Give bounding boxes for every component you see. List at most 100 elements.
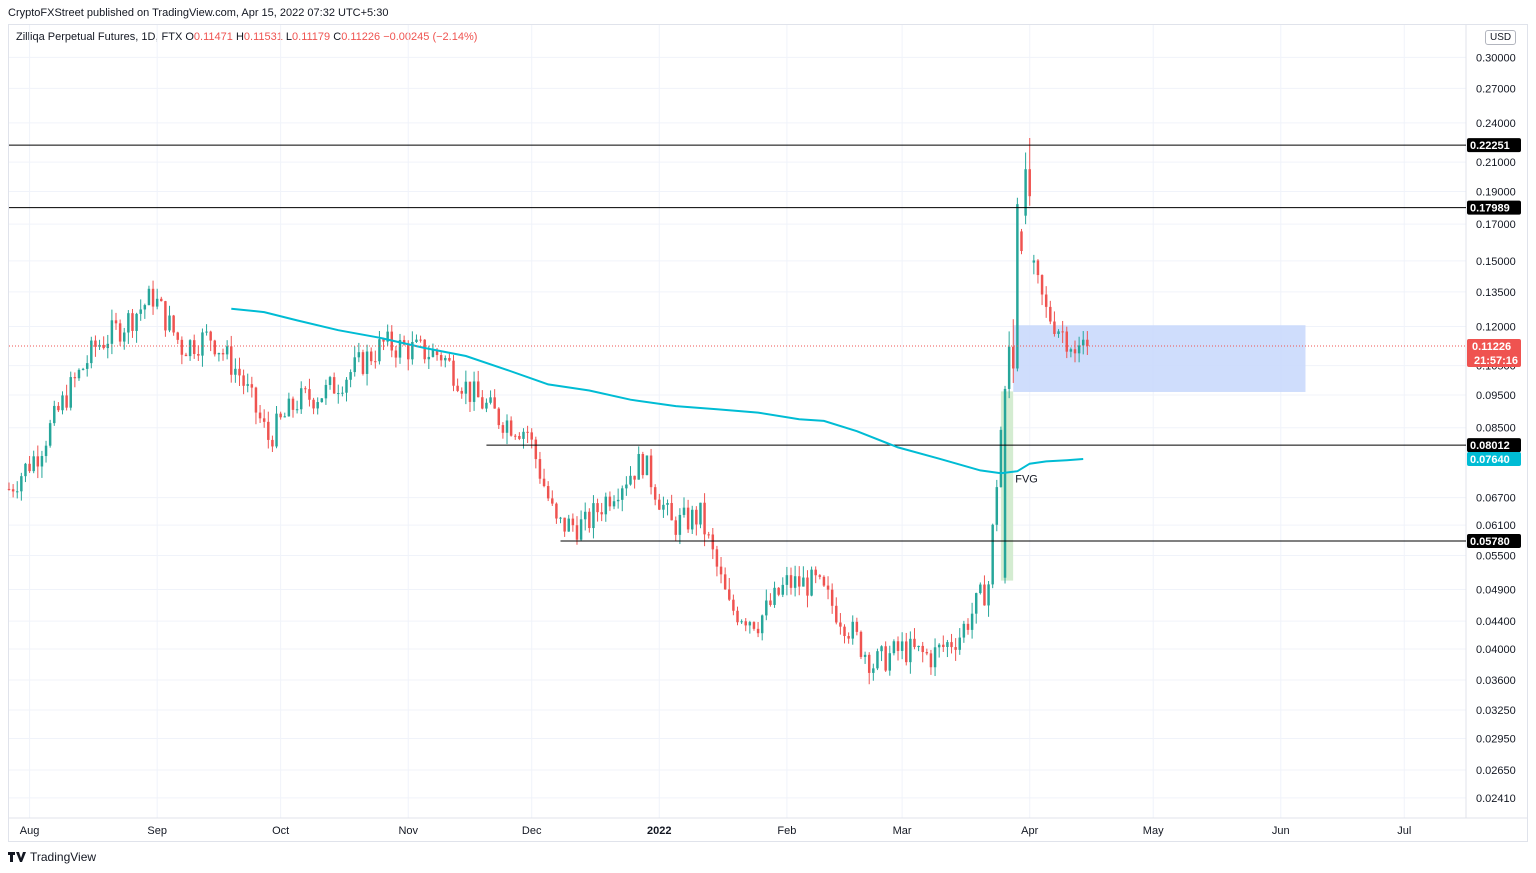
candle-body	[254, 387, 258, 413]
price-tick-label: 0.19000	[1476, 187, 1516, 199]
price-tick-label: 0.03250	[1476, 705, 1516, 717]
candle-body	[633, 475, 636, 480]
level-price-tag	[1467, 438, 1521, 453]
candle-body	[316, 402, 319, 409]
candle-body	[567, 518, 570, 532]
candle-body	[32, 456, 35, 472]
candle-body	[728, 589, 731, 600]
candle-body	[600, 512, 603, 515]
level-price-tag	[1467, 138, 1521, 153]
candle-body	[781, 584, 785, 595]
candle-body	[526, 431, 529, 433]
candle-body	[900, 641, 904, 651]
candle-body	[818, 575, 822, 577]
candle-body	[304, 388, 307, 390]
price-tick-label: 0.02650	[1476, 765, 1516, 777]
level-price-label: 0.05780	[1470, 536, 1510, 548]
candle-body	[184, 354, 188, 357]
candle-body	[760, 615, 764, 634]
candle-body	[826, 585, 830, 590]
currency-button[interactable]: USD	[1485, 30, 1517, 45]
candle-body	[744, 621, 747, 626]
time-tick-label: Jul	[1397, 825, 1411, 837]
candle-body	[242, 375, 245, 386]
candle-body	[110, 320, 114, 344]
candle-body	[909, 638, 912, 663]
candle-body	[629, 475, 632, 485]
candle-body	[793, 576, 797, 588]
candle-body	[476, 381, 480, 398]
candle-body	[258, 412, 262, 419]
candle-body	[579, 519, 583, 540]
candle-body	[320, 398, 324, 403]
candle-body	[386, 331, 389, 342]
candle-body	[151, 288, 155, 307]
price-tick-label: 0.08500	[1476, 423, 1516, 435]
candle-body	[950, 642, 953, 648]
candle-body	[649, 455, 653, 488]
candle-body	[250, 384, 254, 388]
candle-body	[896, 641, 900, 651]
candle-body	[176, 332, 179, 340]
candle-body	[7, 488, 11, 490]
time-tick-label: Feb	[777, 825, 796, 837]
candle-body	[921, 645, 924, 653]
candle-body	[365, 351, 369, 374]
candle-body	[221, 353, 225, 355]
candle-body	[287, 398, 291, 417]
candle-body	[312, 399, 315, 409]
candle-body	[40, 456, 44, 467]
low-value: 0.11179	[292, 31, 331, 43]
time-tick-label: Mar	[893, 825, 912, 837]
candle-body	[1073, 349, 1077, 354]
candle-body	[324, 384, 328, 399]
price-tick-label: 0.05500	[1476, 551, 1516, 563]
time-tick-label: Apr	[1021, 825, 1038, 837]
open-value: 0.11471	[193, 31, 233, 43]
candle-body	[468, 381, 472, 402]
candle-body	[77, 369, 81, 379]
candle-body	[839, 622, 842, 627]
candle-body	[44, 445, 48, 457]
price-tick-label: 0.30000	[1476, 52, 1516, 64]
candle-body	[913, 638, 916, 648]
candle-body	[328, 377, 332, 385]
time-tick-label: Oct	[272, 825, 289, 837]
candle-body	[843, 626, 846, 637]
candle-body	[341, 392, 344, 394]
candle-body	[201, 332, 204, 356]
candle-body	[987, 584, 990, 606]
candle-body	[192, 340, 196, 355]
price-tick-label: 0.09500	[1476, 390, 1516, 402]
candle-body	[571, 518, 575, 526]
candle-body	[867, 654, 871, 673]
candle-body	[884, 646, 887, 671]
time-tick-label: 2022	[647, 825, 671, 837]
candle-body	[308, 389, 311, 400]
candle-body	[765, 600, 768, 616]
time-tick-label: Sep	[147, 825, 167, 837]
candle-body	[666, 503, 669, 505]
candle-body	[608, 496, 612, 507]
candle-body	[1081, 339, 1085, 346]
candle-body	[621, 488, 624, 500]
tradingview-logo-label: TradingView	[30, 850, 97, 864]
candle-body	[641, 453, 645, 476]
candle-body	[974, 593, 978, 614]
candle-body	[283, 416, 286, 418]
candle-body	[94, 340, 97, 347]
candle-body	[979, 584, 982, 594]
candle-body	[155, 298, 159, 307]
candle-body	[131, 313, 134, 331]
candle-body	[217, 353, 221, 355]
candle-body	[147, 288, 151, 306]
symbol-name: Zilliqa Perpetual Futures, 1D, FTX	[16, 31, 183, 43]
candle-body	[1007, 346, 1011, 389]
sma-price-label: 0.07640	[1470, 454, 1510, 466]
candle-body	[711, 534, 715, 550]
candle-body	[135, 313, 138, 331]
candle-body	[563, 517, 566, 532]
tradingview-logo[interactable]: TradingView	[8, 850, 96, 864]
candle-body	[835, 605, 838, 623]
